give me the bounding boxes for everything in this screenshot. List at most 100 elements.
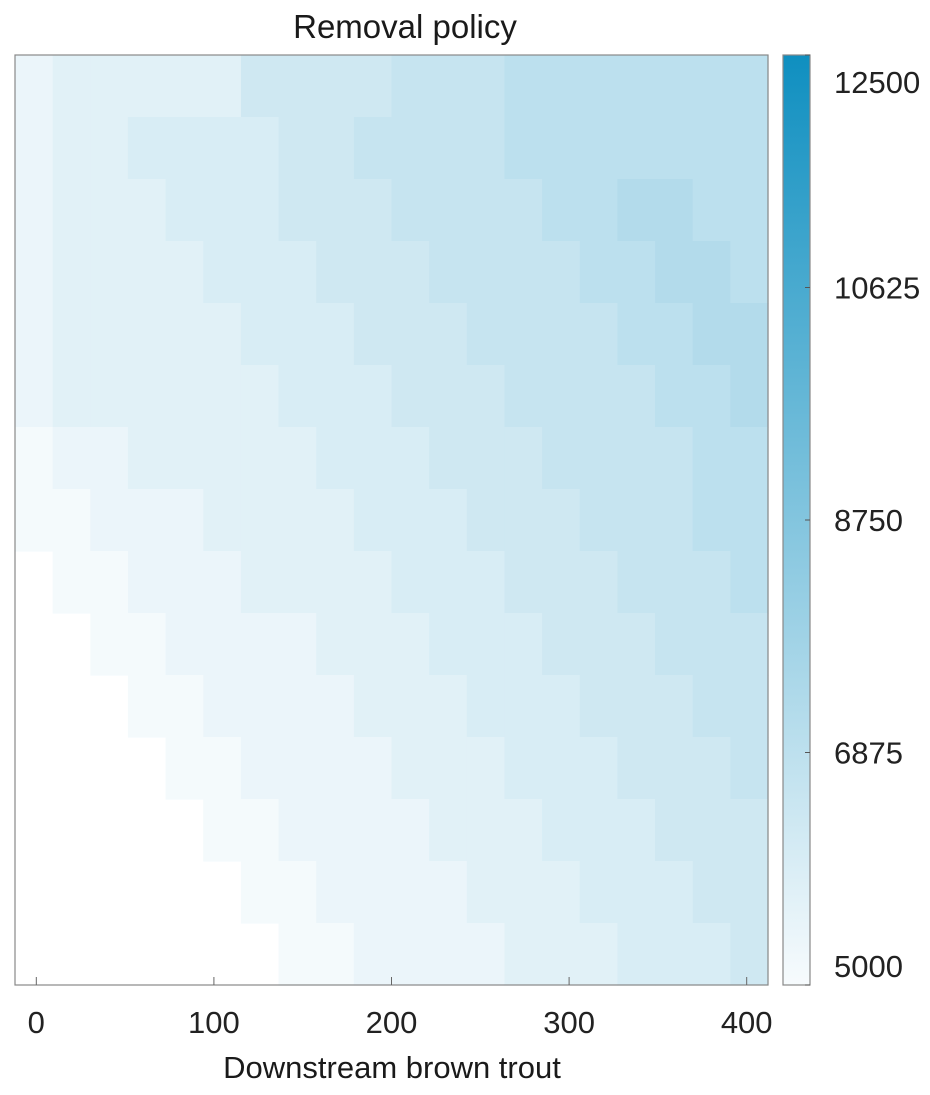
heatmap-cell (316, 675, 355, 738)
heatmap-cell (504, 427, 543, 490)
heatmap-cell (692, 55, 731, 118)
heatmap-cell (730, 613, 769, 676)
heatmap-cell (203, 613, 242, 676)
heatmap-cell (617, 923, 656, 986)
heatmap-cell (240, 179, 280, 242)
heatmap-cell (127, 675, 167, 738)
heatmap-cell (429, 799, 468, 862)
heatmap-cell (504, 303, 543, 366)
heatmap-cell (542, 179, 581, 242)
heatmap-cell (504, 613, 543, 676)
heatmap-cell (655, 923, 694, 986)
heatmap-cell (542, 241, 581, 304)
heatmap-cell (240, 799, 280, 862)
heatmap-cell (692, 551, 731, 614)
heatmap-cell (391, 241, 430, 304)
heatmap-cell (203, 303, 242, 366)
heatmap-cell (15, 117, 54, 180)
heatmap-cell (203, 179, 242, 242)
heatmap-cell (278, 799, 317, 862)
heatmap-cell (504, 365, 543, 428)
heatmap-cell (542, 923, 581, 986)
heatmap-cell (692, 613, 731, 676)
heatmap-cell (730, 241, 769, 304)
colorbar-ticks: 5000 6875 8750 10625 12500 (805, 54, 920, 986)
heatmap-cell (203, 551, 242, 614)
heatmap-cell (278, 427, 317, 490)
heatmap-cell (316, 427, 355, 490)
heatmap-cell (90, 303, 129, 366)
heatmap-cell (617, 55, 656, 118)
heatmap-cell (391, 613, 430, 676)
heatmap-cell (52, 489, 91, 552)
heatmap-cell (353, 675, 393, 738)
heatmap-cell (316, 365, 355, 428)
heatmap-cell (617, 303, 656, 366)
heatmap-cell (203, 489, 242, 552)
heatmap-cell (504, 179, 543, 242)
heatmap-cell (353, 799, 393, 862)
heatmap-cell (15, 365, 54, 428)
heatmap-cell (542, 303, 581, 366)
heatmap-cell (579, 365, 618, 428)
heatmap-cell (692, 861, 731, 924)
heatmap-cell (542, 737, 581, 800)
heatmap-cell (165, 241, 204, 304)
heatmap-cell (90, 365, 129, 428)
heatmap-cell (504, 55, 543, 118)
heatmap-cell (730, 365, 769, 428)
heatmap-cell (617, 427, 656, 490)
heatmap-cell (617, 551, 656, 614)
heatmap-cell (655, 303, 694, 366)
heatmap-cell (15, 179, 54, 242)
x-axis-label: Downstream brown trout (223, 1050, 561, 1085)
heatmap-cell (504, 241, 543, 304)
heatmap-cell (730, 55, 769, 118)
heatmap-cell (579, 613, 618, 676)
heatmap-cell (127, 427, 167, 490)
x-axis-ticks: 0 100 200 300 400 (28, 977, 773, 1040)
heatmap-cell (466, 241, 506, 304)
heatmap-cell (391, 303, 430, 366)
heatmap-cell (391, 179, 430, 242)
heatmap-cell (429, 923, 468, 986)
heatmap-cell (466, 737, 506, 800)
heatmap-cell (316, 799, 355, 862)
heatmap-cell (316, 117, 355, 180)
heatmap-cell (579, 489, 618, 552)
heatmap-cell (52, 55, 91, 118)
heatmap-cell (730, 179, 769, 242)
heatmap-cell (240, 303, 280, 366)
heatmap-cell (466, 675, 506, 738)
heatmap-cell (353, 613, 393, 676)
heatmap-cell (429, 489, 468, 552)
heatmap-cell (542, 799, 581, 862)
heatmap-cell (353, 489, 393, 552)
heatmap-cell (542, 613, 581, 676)
heatmap-cell (429, 117, 468, 180)
heatmap-cell (429, 241, 468, 304)
heatmap-cell (617, 799, 656, 862)
heatmap-cell (542, 365, 581, 428)
heatmap-cell (391, 427, 430, 490)
heatmap-cell (730, 489, 769, 552)
colorbar-tick-label: 10625 (834, 271, 920, 306)
heatmap-cell (429, 861, 468, 924)
heatmap-cell (240, 861, 280, 924)
heatmap-cell (429, 675, 468, 738)
heatmap-cell (353, 303, 393, 366)
heatmap-cell (316, 923, 355, 986)
x-tick-label: 400 (721, 1005, 773, 1040)
heatmap-cell (655, 365, 694, 428)
heatmap-cell (730, 427, 769, 490)
heatmap-cell (730, 303, 769, 366)
heatmap-cell (542, 551, 581, 614)
heatmap-cell (203, 241, 242, 304)
heatmap-cell (466, 303, 506, 366)
heatmap-cell (278, 55, 317, 118)
heatmap-cell (730, 551, 769, 614)
heatmap-cell (240, 241, 280, 304)
heatmap-cell (165, 737, 204, 800)
heatmap-cell (504, 799, 543, 862)
heatmap-cell (391, 365, 430, 428)
